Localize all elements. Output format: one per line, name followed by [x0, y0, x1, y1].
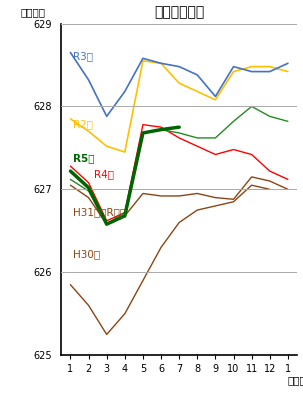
- Text: R2年: R2年: [73, 119, 93, 130]
- Text: R5年: R5年: [73, 153, 95, 163]
- Text: R4年: R4年: [94, 170, 114, 179]
- Text: H31年・R元年: H31年・R元年: [73, 208, 126, 218]
- X-axis label: （月）: （月）: [288, 375, 303, 385]
- Text: R3年: R3年: [73, 52, 93, 62]
- Title: 月別人口推移: 月別人口推移: [154, 6, 204, 19]
- Text: H30年: H30年: [73, 249, 100, 259]
- Y-axis label: （万人）: （万人）: [21, 7, 46, 17]
